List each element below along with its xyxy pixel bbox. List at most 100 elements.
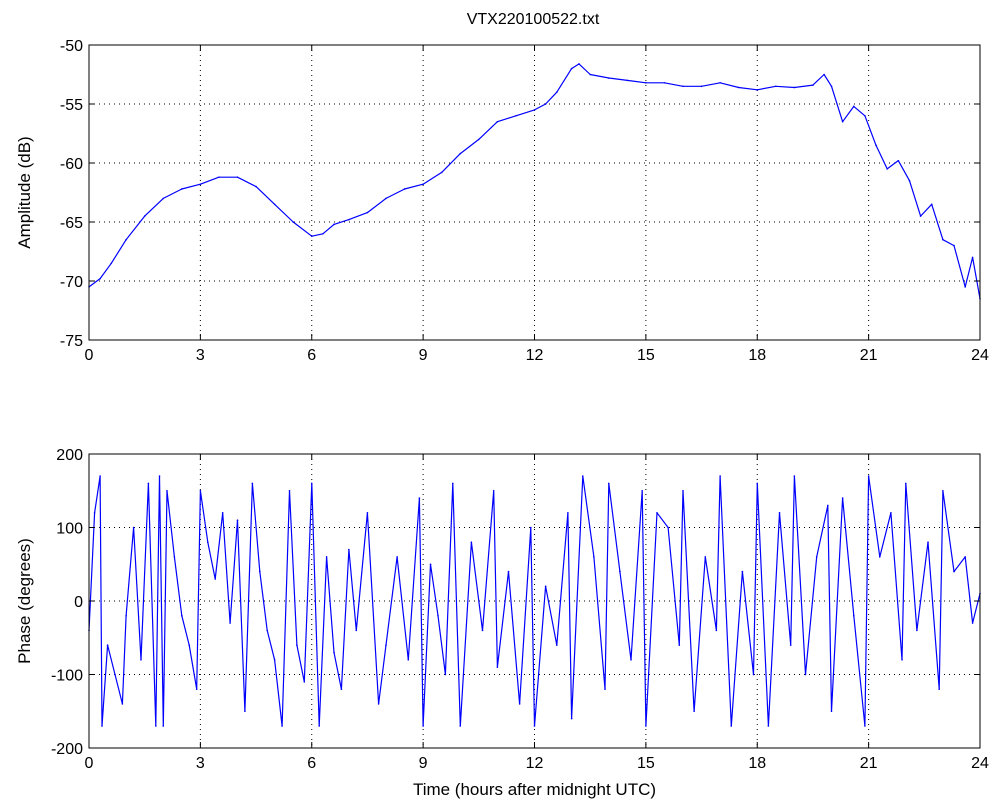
data-point — [823, 73, 825, 76]
data-point — [418, 497, 421, 499]
x-tick-label: 6 — [307, 347, 316, 364]
x-tick-label: 15 — [637, 755, 655, 772]
data-point — [641, 489, 643, 492]
data-point — [244, 710, 246, 713]
amplitude-axes: 0 3 6 9 12 15 18 21 24 -50 -55 -60 -65 -70 -75 Amplitud… — [15, 38, 989, 364]
data-point — [570, 67, 573, 70]
data-point — [236, 176, 239, 178]
data-point — [333, 651, 335, 654]
data-point — [901, 659, 903, 661]
data-point — [544, 103, 547, 105]
data-point — [841, 497, 844, 499]
data-point — [101, 725, 103, 727]
data-point — [333, 223, 335, 226]
data-point — [407, 659, 410, 661]
data-point — [218, 176, 220, 178]
data-point — [459, 152, 462, 155]
data-point — [778, 512, 781, 514]
data-point — [570, 717, 573, 720]
data-point — [741, 570, 744, 573]
data-point — [385, 197, 387, 200]
data-point — [303, 681, 306, 683]
data-point — [310, 482, 313, 485]
data-point — [121, 703, 124, 705]
data-point — [440, 171, 443, 174]
data-point — [715, 629, 718, 632]
data-point — [110, 262, 113, 265]
data-point — [593, 556, 595, 558]
y-tick-label: -75 — [60, 333, 83, 350]
data-point — [645, 725, 647, 727]
data-point — [581, 475, 584, 477]
x-axis-label: Time (hours after midnight UTC) — [413, 780, 656, 799]
data-point — [106, 644, 109, 646]
data-point — [195, 688, 198, 690]
data-point — [181, 614, 183, 617]
data-point — [258, 570, 261, 573]
x-tick-label: 12 — [526, 755, 544, 772]
data-point — [938, 688, 940, 690]
data-point — [266, 629, 269, 632]
x-tick-label: 24 — [971, 347, 989, 364]
data-point — [930, 203, 933, 206]
data-point — [830, 710, 833, 713]
data-point — [396, 556, 398, 558]
y-axis-label: Phase (degrees) — [15, 538, 34, 664]
data-point — [953, 570, 955, 573]
data-point — [255, 185, 257, 188]
data-point — [496, 120, 499, 123]
data-point — [318, 725, 320, 727]
data-point — [942, 489, 944, 492]
y-tick-label: 200 — [56, 447, 83, 464]
data-point — [826, 504, 829, 507]
data-point — [719, 81, 721, 84]
data-point — [529, 526, 532, 529]
y-tick-label: -50 — [60, 38, 83, 55]
data-point — [162, 725, 165, 727]
data-point — [518, 703, 521, 705]
data-point — [619, 570, 621, 573]
data-point — [340, 688, 343, 690]
data-point — [719, 475, 721, 477]
data-point — [604, 688, 606, 690]
x-tick-label: 24 — [971, 755, 989, 772]
data-point — [878, 556, 881, 558]
data-point — [533, 725, 536, 727]
data-point — [385, 644, 387, 646]
data-point — [251, 482, 254, 485]
x-tick-label: 3 — [196, 347, 205, 364]
data-point — [99, 277, 101, 280]
y-tick-label: -55 — [60, 97, 83, 114]
data-point — [496, 666, 499, 668]
data-point — [607, 77, 610, 79]
data-point — [452, 482, 454, 485]
x-tick-label: 6 — [307, 755, 316, 772]
data-point — [678, 644, 681, 646]
x-tick-label: 21 — [860, 347, 878, 364]
data-point — [310, 235, 313, 237]
y-tick-label: 100 — [56, 521, 83, 538]
data-point — [682, 85, 684, 88]
data-point — [229, 622, 231, 624]
data-point — [348, 218, 350, 221]
x-tick-label: 21 — [860, 755, 878, 772]
data-point — [422, 183, 424, 186]
data-point — [492, 489, 495, 492]
data-point — [143, 215, 146, 217]
chart-title: VTX220100522.txt — [467, 11, 600, 28]
data-point — [793, 475, 796, 477]
data-point — [953, 244, 955, 247]
data-point — [422, 725, 424, 727]
data-point — [942, 238, 944, 241]
y-tick-label: -70 — [60, 274, 83, 291]
data-point — [904, 482, 907, 485]
data-point — [292, 221, 294, 223]
data-point — [555, 91, 558, 93]
data-point — [288, 489, 291, 492]
x-tick-label: 12 — [526, 347, 544, 364]
data-point — [775, 85, 777, 88]
data-point — [366, 211, 369, 214]
data-point — [125, 614, 127, 617]
data-point — [864, 725, 866, 727]
